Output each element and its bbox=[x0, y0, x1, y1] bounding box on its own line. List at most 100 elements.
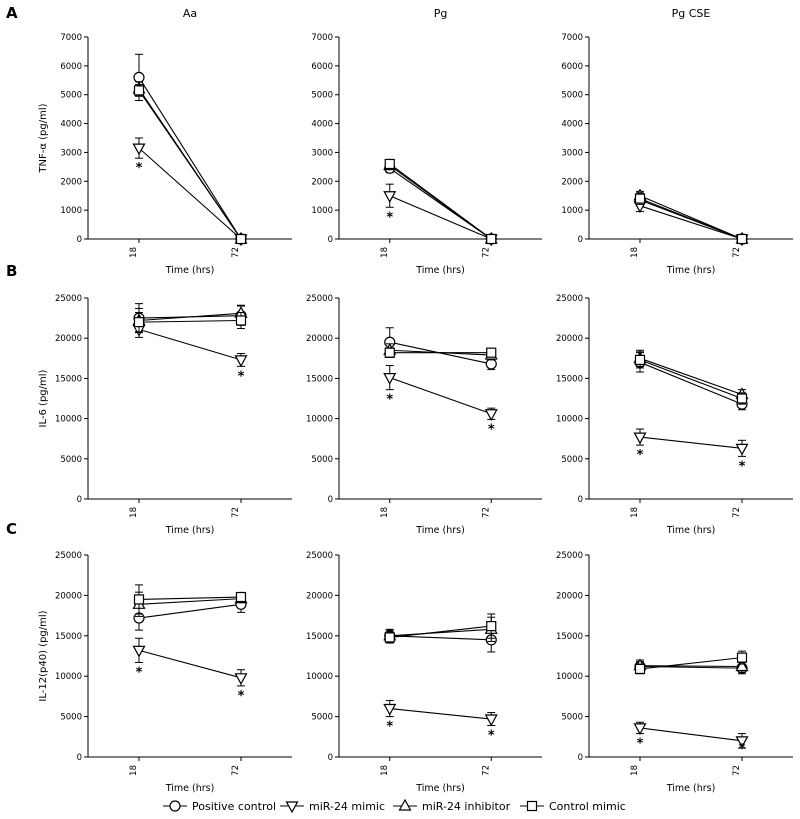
series-line bbox=[138, 603, 242, 619]
data-point-square bbox=[634, 193, 646, 204]
series-control-mimic bbox=[384, 347, 497, 358]
series-line bbox=[138, 77, 242, 240]
data-point-triangle-down bbox=[484, 409, 498, 422]
significance-asterisk: * bbox=[136, 665, 143, 680]
series-line bbox=[639, 205, 743, 240]
x-axis-label: Time (hrs) bbox=[165, 265, 215, 276]
y-tick-label: 5000 bbox=[60, 455, 82, 465]
y-tick-label: 1000 bbox=[311, 206, 333, 216]
legend-label: Control mimic bbox=[549, 800, 626, 813]
series-mir-24-mimic bbox=[132, 637, 248, 687]
x-tick-label: 72 bbox=[732, 507, 742, 518]
series-mir-24-mimic bbox=[383, 365, 498, 422]
y-tick-label: 25000 bbox=[55, 551, 82, 561]
x-tick-label: 72 bbox=[732, 247, 742, 258]
data-point-square bbox=[133, 317, 145, 328]
y-tick-label: 4000 bbox=[561, 120, 583, 130]
significance-asterisk: * bbox=[637, 737, 644, 752]
x-axis-label: Time (hrs) bbox=[415, 525, 465, 536]
series-mir-24-inhibitor bbox=[132, 81, 248, 244]
legend-item-mir-24-mimic: miR-24 mimic bbox=[280, 800, 385, 814]
series-positive-control bbox=[384, 327, 497, 371]
y-tick-label: 0 bbox=[328, 753, 333, 763]
series-mir-24-inhibitor bbox=[383, 343, 498, 361]
y-tick-label: 7000 bbox=[311, 33, 333, 43]
x-tick-label: 72 bbox=[231, 765, 241, 776]
y-tick-label: 15000 bbox=[55, 374, 82, 384]
series-control-mimic bbox=[133, 311, 247, 333]
y-tick-label: 10000 bbox=[556, 415, 583, 425]
y-tick-label: 25000 bbox=[55, 294, 82, 304]
significance-asterisk: * bbox=[238, 689, 245, 704]
y-tick-label: 5000 bbox=[561, 91, 583, 101]
series-control-mimic bbox=[133, 584, 247, 615]
chart-3: Pg CSE 0 1000 2000 3000 4000 5000 6000 7000 18 72 T… bbox=[561, 7, 793, 276]
significance-asterisk: * bbox=[739, 459, 746, 474]
series-line bbox=[138, 319, 242, 323]
series-control-mimic bbox=[384, 613, 497, 644]
data-point-square bbox=[736, 233, 748, 245]
chart-title: Pg CSE bbox=[672, 7, 711, 20]
y-tick-label: 3000 bbox=[311, 148, 333, 158]
x-axis-label: Time (hrs) bbox=[666, 265, 716, 276]
y-tick-label: 4000 bbox=[60, 120, 82, 130]
series-line bbox=[138, 596, 242, 600]
series-mir-24-mimic bbox=[132, 137, 248, 247]
y-tick-label: 0 bbox=[578, 753, 583, 763]
x-tick-label: 18 bbox=[380, 765, 390, 776]
significance-asterisk: * bbox=[386, 393, 393, 408]
x-tick-label: 18 bbox=[129, 247, 139, 258]
x-tick-label: 18 bbox=[129, 507, 139, 518]
series-control-mimic bbox=[634, 351, 748, 405]
y-tick-label: 1000 bbox=[561, 206, 583, 216]
significance-asterisk: * bbox=[637, 448, 644, 463]
series-line bbox=[138, 90, 242, 240]
y-tick-label: 4000 bbox=[311, 120, 333, 130]
chart-8: 0 5000 10000 15000 20000 25000 18 72 Time (hrs) *… bbox=[306, 551, 542, 794]
y-tick-label: 3000 bbox=[561, 148, 583, 158]
y-tick-label: 15000 bbox=[306, 374, 333, 384]
y-tick-label: 0 bbox=[77, 235, 82, 245]
data-point-triangle-down bbox=[234, 355, 248, 368]
x-axis-label: Time (hrs) bbox=[165, 525, 215, 536]
y-tick-label: 25000 bbox=[556, 294, 583, 304]
y-tick-label: 10000 bbox=[306, 415, 333, 425]
x-tick-label: 72 bbox=[481, 247, 491, 258]
y-tick-label: 7000 bbox=[561, 33, 583, 43]
y-tick-label: 20000 bbox=[55, 591, 82, 601]
data-point-square bbox=[384, 158, 395, 170]
y-axis-label: IL-12(p40) (pg/ml) bbox=[38, 610, 49, 701]
significance-asterisk: * bbox=[136, 161, 143, 176]
legend-item-control-mimic: Control mimic bbox=[520, 800, 626, 813]
data-point-circle bbox=[485, 358, 497, 370]
data-point-triangle-down bbox=[735, 443, 749, 456]
chart-panels: A B C Aa 0 1000 2000 3000 4000 5000 6000 7000 TNF-α … bbox=[6, 4, 793, 794]
series-line bbox=[389, 635, 492, 641]
legend-item-positive-control: Positive control bbox=[163, 800, 276, 813]
y-tick-label: 25000 bbox=[306, 551, 333, 561]
y-tick-label: 5000 bbox=[60, 713, 82, 723]
panel-letter-a: A bbox=[6, 4, 18, 22]
x-tick-label: 72 bbox=[481, 765, 491, 776]
panel-letter-b: B bbox=[6, 262, 17, 280]
x-tick-label: 18 bbox=[129, 765, 139, 776]
data-point-triangle-down bbox=[383, 191, 397, 203]
series-line bbox=[639, 359, 743, 400]
data-point-triangle-down bbox=[633, 432, 647, 445]
series-mir-24-mimic bbox=[633, 721, 749, 749]
y-tick-label: 6000 bbox=[561, 62, 583, 72]
x-tick-label: 18 bbox=[630, 247, 640, 258]
y-tick-label: 2000 bbox=[311, 177, 333, 187]
y-tick-label: 6000 bbox=[311, 62, 333, 72]
series-mir-24-inhibitor bbox=[633, 658, 749, 673]
data-point-square bbox=[133, 85, 145, 96]
data-point-square bbox=[634, 354, 646, 366]
y-tick-label: 10000 bbox=[556, 672, 583, 682]
x-tick-label: 72 bbox=[231, 247, 241, 258]
y-tick-label: 25000 bbox=[556, 551, 583, 561]
data-point-triangle-down bbox=[633, 723, 647, 736]
x-tick-label: 72 bbox=[481, 507, 491, 518]
series-positive-control bbox=[133, 53, 247, 245]
y-tick-label: 7000 bbox=[60, 33, 82, 43]
series-line bbox=[138, 312, 242, 322]
